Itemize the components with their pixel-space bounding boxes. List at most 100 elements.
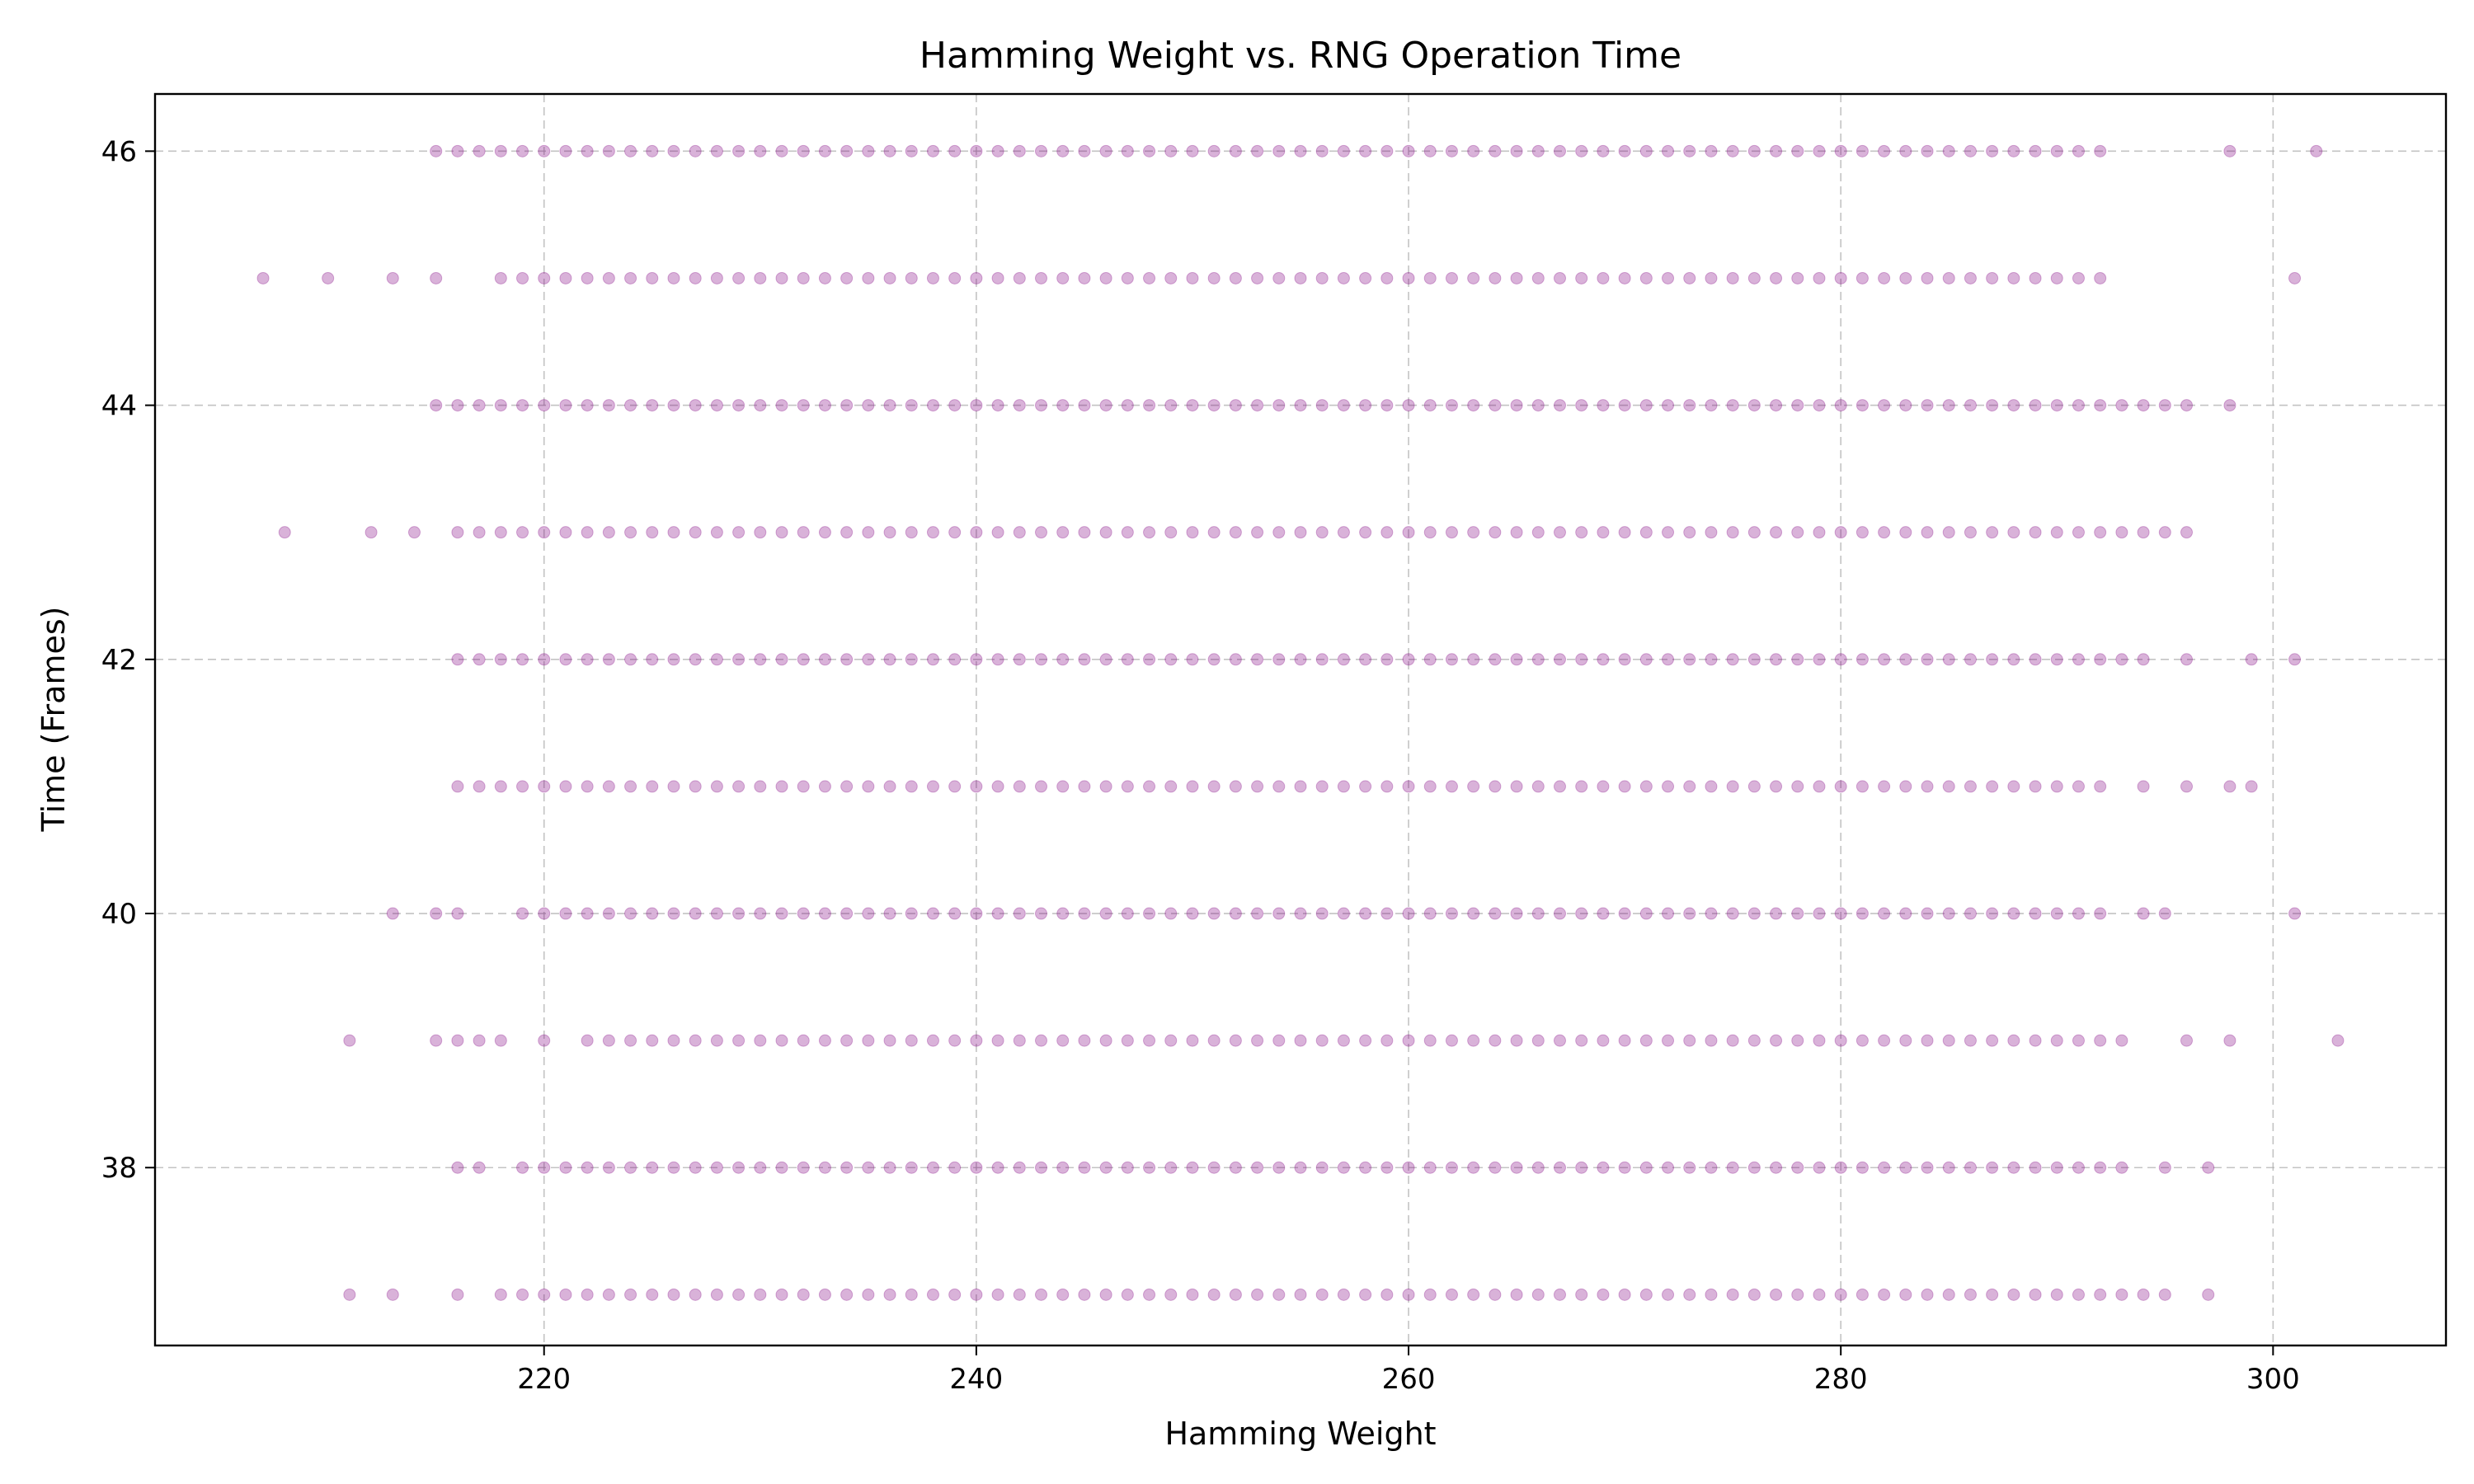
- data-point: [2007, 399, 2020, 412]
- data-point: [1531, 271, 1545, 284]
- data-point: [624, 780, 637, 793]
- data-point: [1251, 907, 1264, 920]
- data-point: [710, 144, 723, 157]
- data-point: [1229, 780, 1242, 793]
- data-point: [1856, 144, 1869, 157]
- data-point: [1013, 1288, 1026, 1301]
- data-point: [473, 780, 486, 793]
- data-point: [2223, 399, 2236, 412]
- data-point: [1791, 144, 1804, 157]
- data-point: [775, 271, 788, 284]
- data-point: [646, 526, 659, 539]
- data-point: [2223, 1034, 2236, 1047]
- data-point: [1294, 653, 1307, 666]
- data-point: [516, 780, 529, 793]
- data-point: [1899, 526, 1912, 539]
- x-tick-label: 260: [1382, 1363, 1436, 1396]
- data-point: [1986, 144, 1999, 157]
- y-tick-label: 44: [101, 390, 137, 423]
- data-point: [1834, 1288, 1847, 1301]
- data-point: [1251, 399, 1264, 412]
- data-point: [1575, 526, 1588, 539]
- data-point: [710, 526, 723, 539]
- data-point: [1575, 1288, 1588, 1301]
- data-point: [862, 1034, 875, 1047]
- data-point: [538, 907, 551, 920]
- data-point: [1597, 780, 1610, 793]
- data-point: [732, 1161, 745, 1174]
- data-point: [256, 271, 270, 284]
- data-point: [2072, 1034, 2085, 1047]
- data-point: [840, 526, 854, 539]
- data-point: [1337, 1034, 1350, 1047]
- data-point: [2310, 144, 2323, 157]
- data-point: [1531, 526, 1545, 539]
- data-point: [1683, 271, 1696, 284]
- data-point: [624, 144, 637, 157]
- data-point: [1229, 907, 1242, 920]
- data-point: [818, 526, 831, 539]
- data-point: [1964, 144, 1977, 157]
- data-point: [2137, 780, 2150, 793]
- data-point: [1942, 1161, 1955, 1174]
- data-point: [1121, 653, 1134, 666]
- data-point: [2158, 1161, 2171, 1174]
- data-point: [646, 399, 659, 412]
- data-point: [1013, 780, 1026, 793]
- data-point: [840, 271, 854, 284]
- data-point: [2202, 1161, 2215, 1174]
- data-point: [1510, 1161, 1523, 1174]
- data-point: [1359, 1288, 1372, 1301]
- data-point: [538, 780, 551, 793]
- data-point: [2007, 271, 2020, 284]
- data-point: [2115, 1288, 2128, 1301]
- data-point: [1510, 653, 1523, 666]
- data-point: [689, 907, 702, 920]
- data-point: [754, 1034, 767, 1047]
- data-point: [2029, 1034, 2042, 1047]
- data-point: [1942, 780, 1955, 793]
- data-point: [1164, 653, 1178, 666]
- data-point: [2180, 780, 2194, 793]
- data-point: [1143, 1034, 1156, 1047]
- data-point: [1705, 653, 1718, 666]
- data-point: [2115, 653, 2128, 666]
- data-point: [1986, 907, 1999, 920]
- data-point: [970, 144, 983, 157]
- data-point: [991, 526, 1004, 539]
- data-point: [1747, 1161, 1761, 1174]
- data-point: [991, 653, 1004, 666]
- data-point: [2029, 526, 2042, 539]
- data-point: [1747, 144, 1761, 157]
- data-point: [1597, 271, 1610, 284]
- data-point: [473, 653, 486, 666]
- data-point: [1013, 653, 1026, 666]
- data-point: [926, 144, 939, 157]
- data-point: [1467, 144, 1480, 157]
- data-point: [1467, 1034, 1480, 1047]
- data-point: [1986, 399, 1999, 412]
- data-point: [1639, 653, 1653, 666]
- data-point: [1618, 653, 1631, 666]
- data-point: [1207, 271, 1221, 284]
- data-point: [1726, 780, 1739, 793]
- data-point: [538, 271, 551, 284]
- data-point: [1251, 653, 1264, 666]
- data-point: [667, 399, 680, 412]
- data-point: [840, 780, 854, 793]
- data-point: [797, 1034, 810, 1047]
- data-point: [1986, 526, 1999, 539]
- data-point: [1164, 1161, 1178, 1174]
- data-point: [1380, 526, 1394, 539]
- data-point: [1942, 1288, 1955, 1301]
- data-point: [689, 1034, 702, 1047]
- data-point: [1294, 1034, 1307, 1047]
- data-point: [2007, 780, 2020, 793]
- data-point: [926, 780, 939, 793]
- data-point: [1337, 780, 1350, 793]
- data-point: [278, 526, 291, 539]
- data-point: [1143, 144, 1156, 157]
- data-point: [1856, 1034, 1869, 1047]
- data-point: [1531, 399, 1545, 412]
- data-point: [754, 907, 767, 920]
